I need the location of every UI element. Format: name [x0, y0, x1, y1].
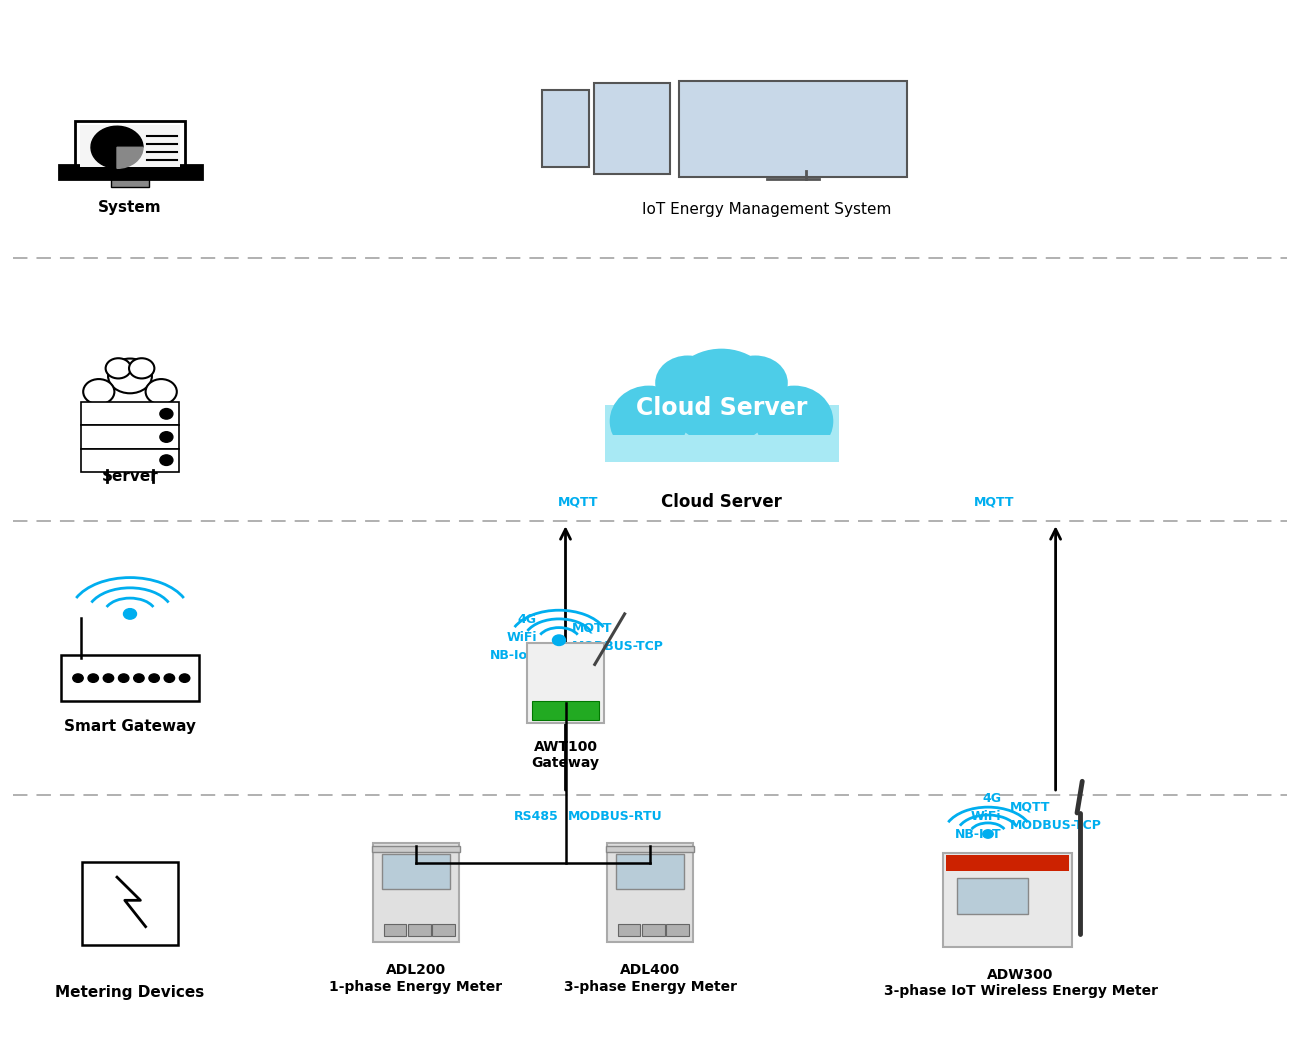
Text: Server: Server — [101, 469, 159, 483]
FancyBboxPatch shape — [642, 925, 664, 935]
Circle shape — [164, 674, 174, 682]
Ellipse shape — [146, 379, 177, 404]
Text: Cloud Server: Cloud Server — [636, 396, 807, 419]
FancyBboxPatch shape — [666, 925, 689, 935]
Circle shape — [983, 830, 993, 838]
Ellipse shape — [655, 356, 720, 411]
FancyBboxPatch shape — [604, 404, 838, 462]
FancyBboxPatch shape — [382, 854, 450, 889]
Circle shape — [160, 409, 173, 419]
FancyBboxPatch shape — [81, 373, 179, 398]
Circle shape — [150, 674, 160, 682]
FancyBboxPatch shape — [432, 925, 455, 935]
Text: MQTT: MQTT — [558, 496, 599, 509]
Circle shape — [124, 609, 136, 619]
Wedge shape — [91, 126, 143, 168]
FancyBboxPatch shape — [542, 90, 589, 167]
FancyBboxPatch shape — [616, 854, 684, 889]
FancyBboxPatch shape — [618, 925, 641, 935]
Circle shape — [134, 674, 144, 682]
FancyBboxPatch shape — [594, 83, 670, 174]
FancyBboxPatch shape — [373, 843, 459, 942]
Text: Cloud Server: Cloud Server — [662, 493, 781, 511]
Ellipse shape — [83, 379, 114, 404]
Circle shape — [118, 674, 129, 682]
Ellipse shape — [755, 385, 833, 457]
FancyBboxPatch shape — [61, 655, 199, 701]
FancyBboxPatch shape — [81, 425, 179, 449]
Text: ADL200
1-phase Energy Meter: ADL200 1-phase Energy Meter — [329, 963, 503, 994]
Ellipse shape — [610, 385, 688, 457]
FancyBboxPatch shape — [528, 643, 603, 723]
Circle shape — [103, 674, 113, 682]
FancyBboxPatch shape — [944, 853, 1071, 947]
Text: Smart Gateway: Smart Gateway — [64, 719, 196, 734]
FancyBboxPatch shape — [957, 878, 1028, 914]
Text: MQTT: MQTT — [974, 496, 1015, 509]
Text: 4G
WiFi
NB-IoT: 4G WiFi NB-IoT — [490, 613, 537, 661]
FancyBboxPatch shape — [533, 701, 598, 720]
Ellipse shape — [105, 358, 131, 378]
FancyBboxPatch shape — [607, 843, 693, 942]
Text: Metering Devices: Metering Devices — [56, 985, 204, 999]
FancyBboxPatch shape — [81, 449, 179, 472]
Ellipse shape — [129, 358, 155, 378]
Circle shape — [160, 455, 173, 465]
Text: ADW300
3-phase IoT Wireless Energy Meter: ADW300 3-phase IoT Wireless Energy Meter — [884, 968, 1157, 998]
Text: MODBUS-RTU: MODBUS-RTU — [568, 810, 663, 822]
Ellipse shape — [723, 356, 788, 411]
FancyBboxPatch shape — [81, 125, 179, 167]
Text: System: System — [99, 200, 161, 215]
FancyBboxPatch shape — [604, 435, 838, 462]
FancyBboxPatch shape — [111, 177, 150, 187]
Text: ADL400
3-phase Energy Meter: ADL400 3-phase Energy Meter — [563, 963, 737, 994]
Text: MQTT
MODBUS-TCP: MQTT MODBUS-TCP — [1010, 800, 1102, 832]
FancyBboxPatch shape — [384, 925, 407, 935]
Circle shape — [88, 674, 99, 682]
Text: MQTT
MODBUS-TCP: MQTT MODBUS-TCP — [572, 621, 664, 653]
FancyBboxPatch shape — [372, 846, 460, 852]
FancyBboxPatch shape — [82, 862, 178, 945]
FancyBboxPatch shape — [408, 925, 430, 935]
FancyBboxPatch shape — [81, 402, 179, 425]
Circle shape — [552, 635, 566, 645]
Text: RS485: RS485 — [515, 810, 559, 822]
Circle shape — [160, 432, 173, 442]
Text: AWT100
Gateway: AWT100 Gateway — [532, 740, 599, 771]
Text: IoT Energy Management System: IoT Energy Management System — [642, 202, 892, 217]
Ellipse shape — [667, 349, 776, 444]
Text: 4G
WiFi
NB-IoT: 4G WiFi NB-IoT — [954, 792, 1001, 840]
FancyBboxPatch shape — [75, 121, 186, 172]
Circle shape — [73, 674, 83, 682]
FancyBboxPatch shape — [946, 855, 1069, 871]
FancyBboxPatch shape — [679, 81, 907, 177]
FancyBboxPatch shape — [606, 846, 694, 852]
Ellipse shape — [108, 358, 152, 393]
Wedge shape — [117, 147, 143, 168]
FancyBboxPatch shape — [58, 165, 202, 179]
Circle shape — [179, 674, 190, 682]
